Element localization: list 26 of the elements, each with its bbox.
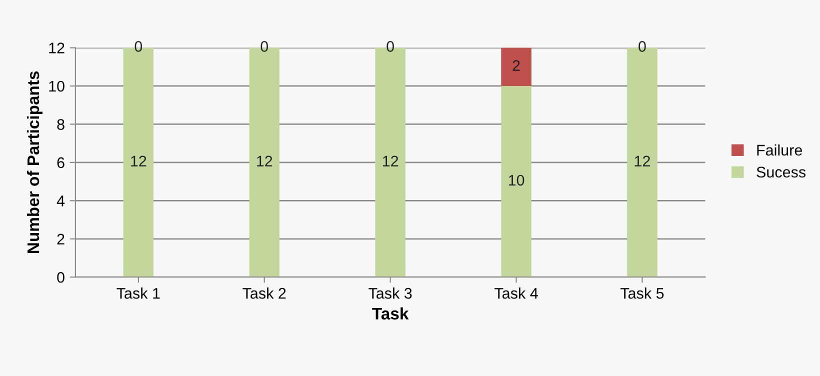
data-label: 10 [508,174,524,186]
legend-label: Failure [757,144,802,156]
x-tick-label: Task 1 [116,288,160,299]
data-label: 0 [386,41,394,52]
data-label: 0 [638,41,646,52]
data-label: 12 [131,156,146,166]
x-axis-title: Task [372,307,409,320]
x-tick-label: Task 5 [620,288,664,299]
x-tick-label: Task 2 [242,288,286,299]
y-tick-label: 4 [56,196,65,206]
data-label: 12 [382,156,398,166]
y-tick-label: 8 [57,119,64,130]
y-tick-label: 0 [57,272,64,283]
y-tick-label: 10 [49,80,64,92]
legend-label: Sucess [756,166,806,178]
y-tick-label: 6 [57,157,64,168]
data-label: 0 [134,41,142,52]
data-label: 2 [512,60,520,71]
data-label: 12 [634,156,650,166]
data-label: 0 [260,41,268,52]
y-axis-title: Number of Participants [26,71,42,253]
x-tick-label: Task 4 [494,288,538,299]
y-tick-label: 12 [49,42,64,54]
data-label: 12 [257,156,272,166]
y-tick-label: 2 [57,234,64,244]
x-tick-label: Task 3 [368,288,412,299]
